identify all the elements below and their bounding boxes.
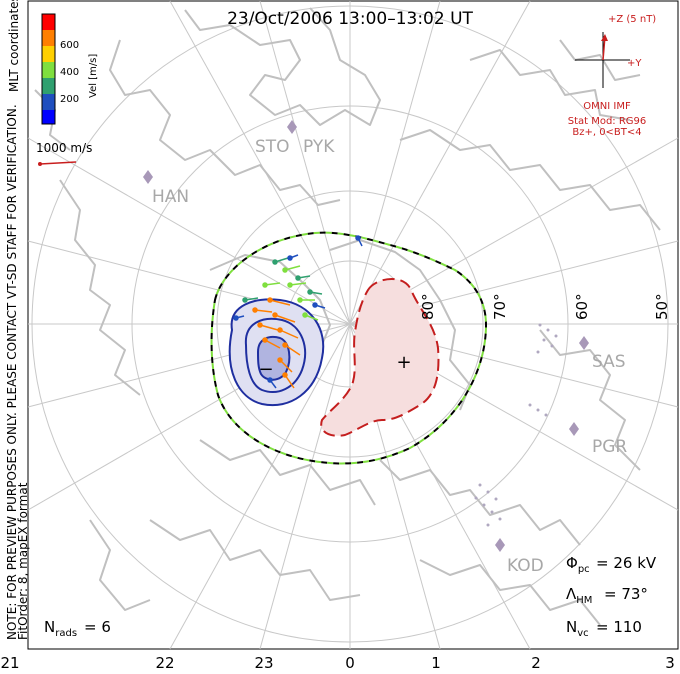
positive-cell: [320, 277, 440, 437]
n-rads-value: = 6: [84, 618, 111, 636]
potential-max-marker: +: [396, 352, 411, 373]
mlt-label-2: 2: [531, 654, 541, 672]
station-label-kod: KOD: [507, 556, 544, 576]
mlt-label-21: 21: [0, 654, 19, 672]
lat-label-80: 80°: [419, 293, 437, 320]
negative-cell: [228, 298, 325, 407]
lat-label-50: 50°: [653, 293, 671, 320]
colorbar-tick-200: 200: [60, 94, 79, 105]
colorbar-label: Vel [m/s]: [88, 54, 99, 98]
station-label-sto: STO: [255, 137, 290, 157]
vector-scale-origin: [38, 162, 42, 166]
hm-boundary-overlay: [210, 231, 488, 465]
map-title: 23/Oct/2006 13:00–13:02 UT: [227, 9, 473, 29]
mlt-label-1: 1: [431, 654, 441, 672]
station-icon: [579, 336, 589, 350]
station-icon: [495, 538, 505, 552]
station-label-pgr: PGR: [592, 437, 627, 457]
lat-label-70: 70°: [491, 293, 509, 320]
preview-note: NOTE: FOR PREVIEW PURPOSES ONLY. PLEASE …: [5, 104, 19, 640]
potential-min-marker: −: [258, 359, 273, 380]
lambda-hm-value: = 73°: [604, 585, 648, 603]
n-vc-value: = 110: [596, 618, 642, 636]
mlt-label-22: 22: [155, 654, 174, 672]
phi-pc-value: = 26 kV: [596, 554, 657, 572]
vector-scale-arrow: [39, 161, 77, 165]
velocity-vectors: [233, 235, 363, 389]
vector-scale-label: 1000 m/s: [36, 141, 92, 155]
lat-label-60: 60°: [573, 293, 591, 320]
station-icon: [569, 422, 579, 436]
station-label-pyk: PYK: [303, 137, 335, 157]
fit-order-note: FitOrder: 8, mapEX format: [16, 482, 30, 640]
imf-bin-label: Bz+, 0<BT<4: [572, 127, 641, 138]
velocity-colorbar: [41, 13, 56, 125]
colorbar-tick-400: 400: [60, 67, 79, 78]
station-label-sas: SAS: [592, 352, 626, 372]
imf-source-label: OMNI IMF: [583, 101, 631, 112]
radar-fov-dots: [474, 323, 558, 527]
colorbar-tick-600: 600: [60, 40, 79, 51]
mlt-label-23: 23: [254, 654, 273, 672]
station-icon: [143, 170, 153, 184]
imf-z-label: +Z (5 nT): [608, 14, 656, 25]
station-icon: [287, 120, 297, 134]
mlt-label-3: 3: [665, 654, 675, 672]
station-markers: [143, 120, 589, 552]
imf-dial: [575, 32, 630, 88]
imf-y-label: +Y: [627, 58, 642, 69]
imf-model-label: Stat Mod: RG96: [568, 116, 647, 127]
coordinate-system-label: MLT coordinates: [7, 0, 21, 92]
station-label-han: HAN: [152, 187, 189, 207]
hm-boundary: [210, 231, 488, 465]
mlt-label-0: 0: [345, 654, 355, 672]
